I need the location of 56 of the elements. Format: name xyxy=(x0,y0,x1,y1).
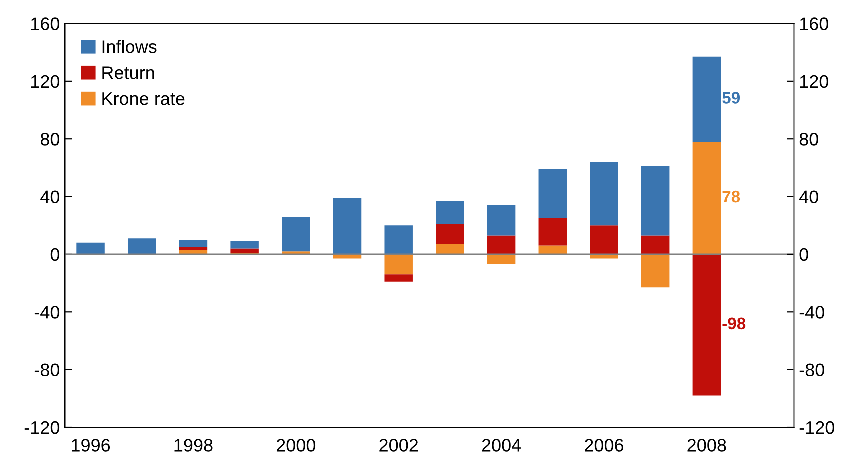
y-tick-label: 0 xyxy=(50,248,60,262)
x-tick-label: 2008 xyxy=(688,439,726,452)
y-tick-label: 80 xyxy=(40,133,60,146)
y-tick-label: 160 xyxy=(31,18,60,30)
bar xyxy=(333,198,362,254)
legend-label: Krone rate xyxy=(102,92,185,106)
y-tick-label: -120 xyxy=(24,421,60,434)
bar xyxy=(128,238,156,254)
bar xyxy=(487,205,516,236)
bar xyxy=(384,274,413,282)
bar xyxy=(487,254,516,265)
bar xyxy=(641,236,670,254)
data-label: 59 xyxy=(722,92,740,104)
x-tick-label: 2002 xyxy=(380,439,418,452)
y2-tick-label: -40 xyxy=(800,306,824,319)
bar xyxy=(230,248,259,254)
y2-tick-label: 120 xyxy=(800,75,828,88)
bar xyxy=(282,216,310,252)
bar xyxy=(230,241,259,249)
y-tick-label: -80 xyxy=(34,364,60,377)
y2-tick-label: 0 xyxy=(800,248,808,262)
bar xyxy=(692,142,722,254)
bar xyxy=(538,169,568,218)
bar xyxy=(538,218,568,246)
bar xyxy=(692,254,722,396)
bar xyxy=(436,224,464,244)
bar xyxy=(384,254,413,275)
bar xyxy=(590,162,618,226)
data-label: 78 xyxy=(722,190,740,203)
y-tick-label: 120 xyxy=(31,75,60,88)
bar xyxy=(692,56,722,142)
x-tick-label: 1998 xyxy=(174,439,213,452)
y2-tick-label: -120 xyxy=(800,421,835,434)
y2-tick-label: -80 xyxy=(800,364,824,377)
legend-label: Return xyxy=(102,66,154,80)
y2-tick-label: 160 xyxy=(800,18,828,30)
bar xyxy=(641,166,670,236)
y-tick-label: -40 xyxy=(34,306,60,319)
bar xyxy=(590,226,618,254)
y-tick-label: 40 xyxy=(40,190,60,204)
legend-label: Inflows xyxy=(102,40,157,54)
bar xyxy=(179,240,208,248)
x-tick-label: 2004 xyxy=(482,439,522,452)
x-tick-label: 2006 xyxy=(585,439,624,452)
bar xyxy=(538,246,568,254)
y2-tick-label: 40 xyxy=(799,190,818,204)
data-label: -98 xyxy=(722,318,746,330)
bar xyxy=(641,254,670,288)
x-tick-label: 1996 xyxy=(72,439,110,452)
y2-tick-label: 80 xyxy=(800,133,818,146)
bar xyxy=(487,236,516,254)
bar xyxy=(384,226,413,254)
bar xyxy=(436,201,464,224)
x-tick-label: 2000 xyxy=(276,439,316,452)
bar xyxy=(76,242,105,254)
bar xyxy=(436,244,464,254)
